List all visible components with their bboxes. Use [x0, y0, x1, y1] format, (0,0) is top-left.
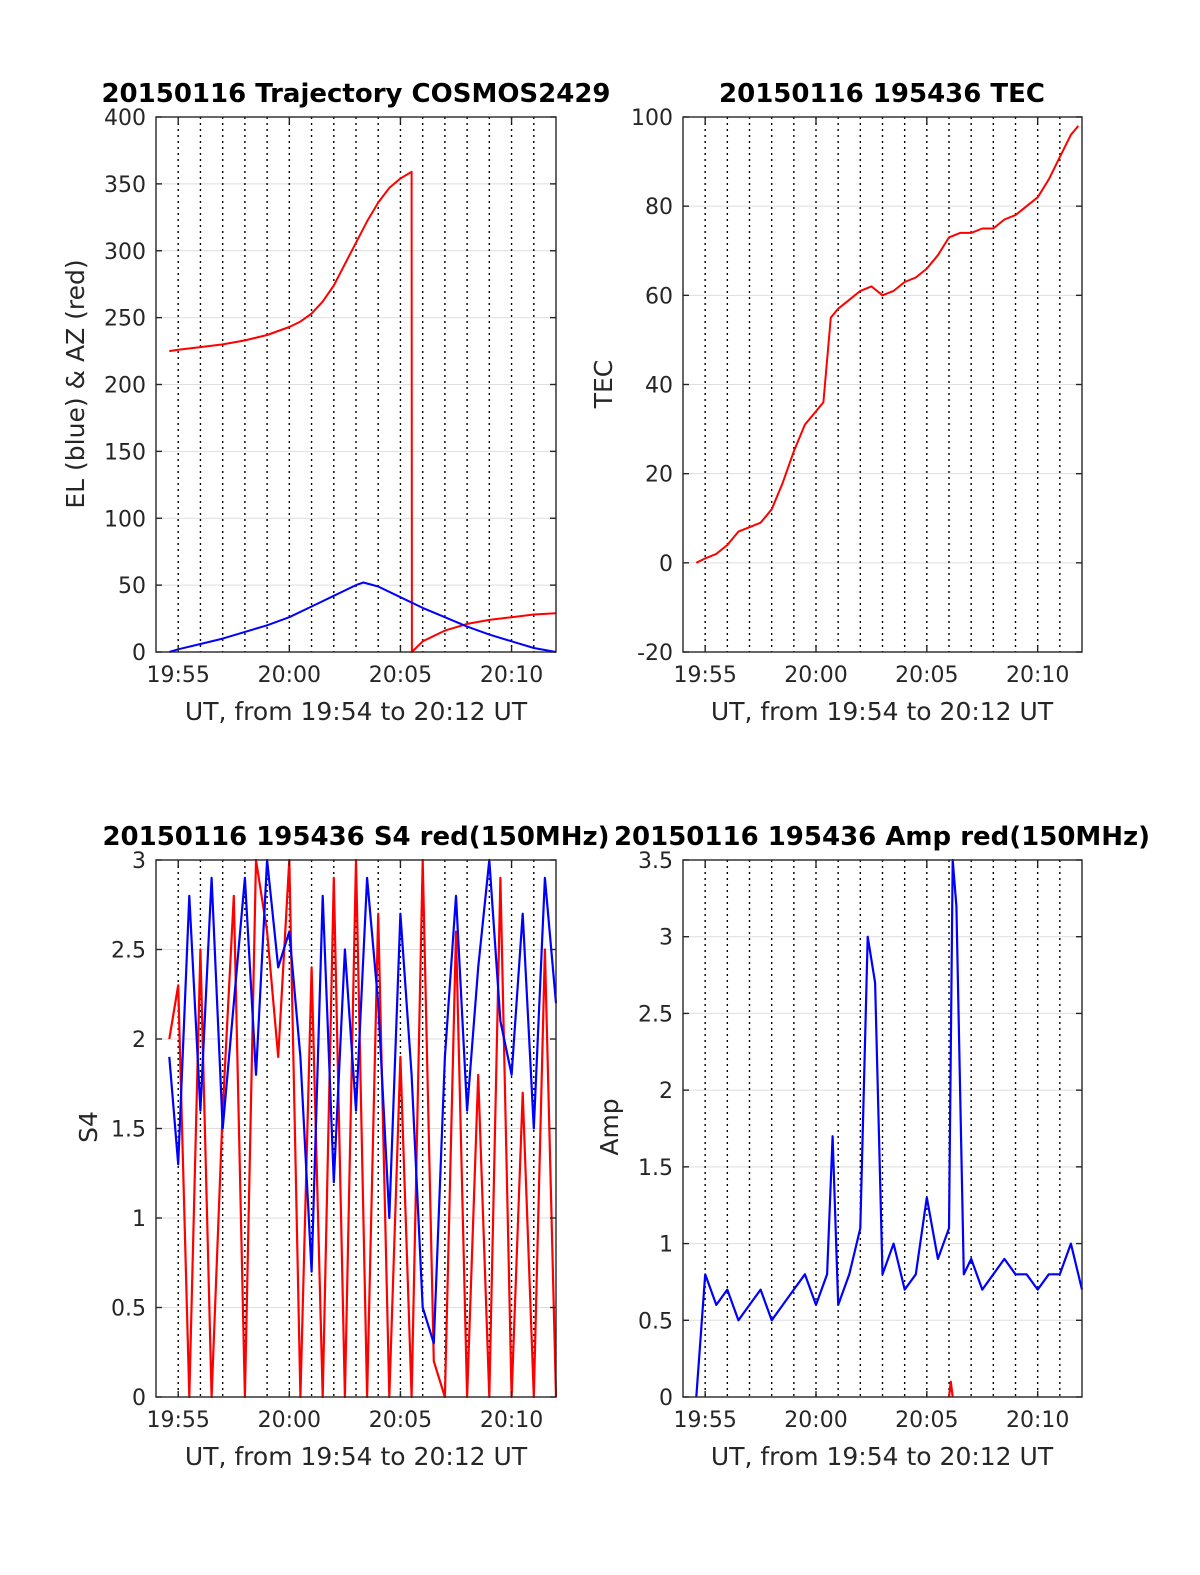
- y-tick-label: 2.5: [111, 939, 146, 964]
- y-tick-label: 150: [104, 440, 146, 465]
- y-tick-label: 80: [645, 195, 673, 220]
- x-tick-label: 19:55: [147, 1408, 210, 1433]
- series-line-1: [695, 858, 1084, 1398]
- panel-tec: 20150116 195436 TEC UT, from 19:54 to 20…: [589, 79, 1083, 726]
- panel-amp: 20150116 195436 Amp red(150MHz) UT, from…: [595, 822, 1150, 1471]
- y-axis-label: Amp: [595, 1098, 624, 1155]
- y-tick-label: 60: [645, 284, 673, 309]
- y-tick-label: 20: [645, 463, 673, 488]
- series-line-0: [947, 1380, 954, 1398]
- y-tick-label: 0.5: [111, 1297, 146, 1322]
- y-tick-label: 350: [104, 173, 146, 198]
- y-tick-label: 0: [659, 552, 673, 577]
- x-tick-label: 19:55: [147, 663, 210, 688]
- panel-title: 20150116 195436 Amp red(150MHz): [614, 822, 1150, 852]
- y-tick-label: 100: [104, 507, 146, 532]
- x-axis-label: UT, from 19:54 to 20:12 UT: [185, 697, 528, 726]
- panel-s4: 20150116 195436 S4 red(150MHz) UT, from …: [74, 822, 610, 1471]
- y-axis-label: S4: [74, 1111, 103, 1143]
- series-line-0: [695, 125, 1080, 564]
- x-tick-label: 20:05: [369, 663, 432, 688]
- x-tick-label: 20:05: [895, 1408, 958, 1433]
- panel-title: 20150116 195436 TEC: [719, 79, 1045, 109]
- y-tick-label: 3.5: [638, 849, 673, 874]
- y-tick-label: 0: [132, 641, 146, 666]
- y-tick-label: 400: [104, 106, 146, 131]
- series-line-0: [168, 858, 558, 1399]
- y-tick-label: -20: [637, 641, 673, 666]
- x-axis-label: UT, from 19:54 to 20:12 UT: [185, 1442, 528, 1471]
- x-tick-label: 20:10: [1006, 663, 1069, 688]
- y-tick-label: 0.5: [638, 1309, 673, 1334]
- axes-box: [682, 859, 1083, 1398]
- x-tick-label: 20:00: [784, 1408, 847, 1433]
- y-tick-label: 0: [132, 1386, 146, 1411]
- panel-title: 20150116 Trajectory COSMOS2429: [101, 79, 610, 109]
- x-tick-label: 20:05: [369, 1408, 432, 1433]
- y-tick-label: 200: [104, 374, 146, 399]
- x-axis-label: UT, from 19:54 to 20:12 UT: [711, 1442, 1054, 1471]
- y-tick-label: 300: [104, 240, 146, 265]
- panel-title: 20150116 195436 S4 red(150MHz): [102, 822, 609, 852]
- x-tick-label: 20:00: [258, 1408, 321, 1433]
- x-tick-label: 20:05: [895, 663, 958, 688]
- series-line-1: [168, 858, 558, 1345]
- y-tick-label: 250: [104, 307, 146, 332]
- panel-trajectory: 20150116 Trajectory COSMOS2429 UT, from …: [61, 79, 611, 726]
- x-axis-label: UT, from 19:54 to 20:12 UT: [711, 697, 1054, 726]
- y-tick-label: 1: [659, 1233, 673, 1258]
- y-axis-label: TEC: [589, 360, 618, 410]
- y-tick-label: 2.5: [638, 1002, 673, 1027]
- y-tick-label: 1: [132, 1207, 146, 1232]
- y-tick-label: 1.5: [111, 1118, 146, 1143]
- x-tick-label: 20:10: [480, 663, 543, 688]
- series-line-1: [169, 581, 557, 653]
- x-tick-label: 20:00: [784, 663, 847, 688]
- plot-area: [683, 860, 1082, 1397]
- x-tick-label: 20:10: [480, 1408, 543, 1433]
- y-tick-label: 3: [659, 926, 673, 951]
- y-tick-label: 3: [132, 849, 146, 874]
- x-tick-label: 20:00: [258, 663, 321, 688]
- x-tick-label: 19:55: [673, 663, 736, 688]
- y-tick-label: 40: [645, 374, 673, 399]
- y-axis-label: EL (blue) & AZ (red): [61, 259, 90, 508]
- y-tick-label: 50: [118, 574, 146, 599]
- y-tick-label: 100: [631, 106, 673, 131]
- y-tick-label: 2: [659, 1079, 673, 1104]
- x-tick-label: 19:55: [673, 1408, 736, 1433]
- y-tick-label: 0: [659, 1386, 673, 1411]
- x-tick-label: 20:10: [1006, 1408, 1069, 1433]
- y-tick-label: 1.5: [638, 1156, 673, 1181]
- y-tick-label: 2: [132, 1028, 146, 1053]
